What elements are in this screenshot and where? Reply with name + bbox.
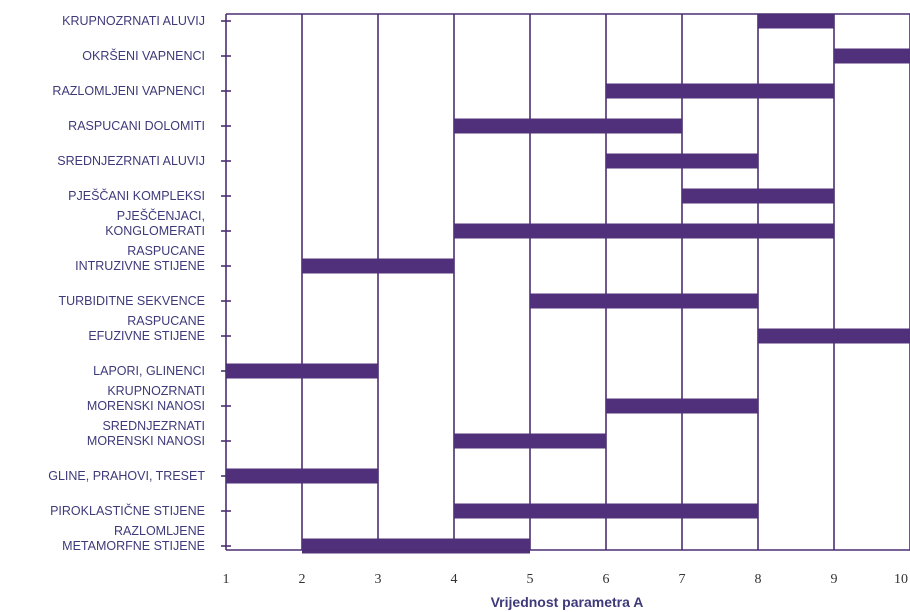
category-label: KRUPNOZRNATI bbox=[107, 384, 205, 398]
axes bbox=[221, 13, 910, 551]
range-bar bbox=[454, 118, 682, 134]
range-bar bbox=[758, 328, 910, 344]
x-tick-label: 7 bbox=[679, 572, 686, 587]
category-label: METAMORFNE STIJENE bbox=[62, 539, 205, 553]
category-label: OKRŠENI VAPNENCI bbox=[82, 48, 205, 63]
category-label: MORENSKI NANOSI bbox=[87, 399, 205, 413]
category-label: TURBIDITNE SEKVENCE bbox=[58, 294, 205, 308]
range-bar bbox=[682, 188, 834, 204]
range-bar bbox=[226, 363, 378, 379]
x-tick-label: 2 bbox=[299, 572, 306, 587]
x-tick-label: 5 bbox=[527, 572, 534, 587]
x-axis-title: Vrijednost parametra A bbox=[491, 594, 644, 610]
x-tick-labels: 1 2 3 4 5 6 7 8 9 10 bbox=[223, 572, 909, 587]
range-bar bbox=[606, 153, 758, 169]
category-label: PJEŠČENJACI, bbox=[117, 208, 205, 223]
x-tick-label: 9 bbox=[831, 572, 838, 587]
category-label: PJEŠČANI KOMPLEKSI bbox=[68, 188, 205, 203]
x-tick-label: 3 bbox=[375, 572, 382, 587]
category-label: PIROKLASTIČNE STIJENE bbox=[50, 503, 205, 518]
x-tick-label: 8 bbox=[755, 572, 762, 587]
bars bbox=[226, 13, 910, 554]
range-bar bbox=[454, 503, 758, 519]
range-bar bbox=[302, 258, 454, 274]
range-bar bbox=[454, 223, 834, 239]
category-label: RAZLOMLJENI VAPNENCI bbox=[52, 84, 205, 98]
category-label: EFUZIVNE STIJENE bbox=[88, 329, 205, 343]
category-label: RAZLOMLJENE bbox=[114, 524, 205, 538]
category-label: SREDNJEZRNATI ALUVIJ bbox=[57, 154, 205, 168]
category-label: GLINE, PRAHOVI, TRESET bbox=[48, 469, 205, 483]
range-bar bbox=[454, 433, 606, 449]
range-bar bbox=[302, 538, 530, 554]
category-label: KONGLOMERATI bbox=[105, 224, 205, 238]
category-labels: KRUPNOZRNATI ALUVIJ OKRŠENI VAPNENCI RAZLO… bbox=[48, 14, 205, 553]
range-bar bbox=[834, 48, 910, 64]
x-tick-label: 6 bbox=[603, 572, 610, 587]
range-bar bbox=[606, 83, 834, 99]
range-bar bbox=[758, 13, 834, 29]
range-bar bbox=[226, 468, 378, 484]
gridlines bbox=[301, 14, 910, 550]
category-label: RASPUCANE bbox=[127, 244, 205, 258]
x-tick-label: 1 bbox=[223, 572, 230, 587]
range-bar bbox=[606, 398, 758, 414]
category-label: LAPORI, GLINENCI bbox=[93, 364, 205, 378]
range-bar bbox=[530, 293, 758, 309]
category-label: MORENSKI NANOSI bbox=[87, 434, 205, 448]
category-label: RASPUCANI DOLOMITI bbox=[68, 119, 205, 133]
x-tick-label: 4 bbox=[451, 572, 458, 587]
category-label: SREDNJEZRNATI bbox=[102, 419, 205, 433]
category-label: RASPUCANE bbox=[127, 314, 205, 328]
x-tick-label: 10 bbox=[894, 572, 908, 587]
category-label: KRUPNOZRNATI ALUVIJ bbox=[62, 14, 205, 28]
category-label: INTRUZIVNE STIJENE bbox=[75, 259, 205, 273]
